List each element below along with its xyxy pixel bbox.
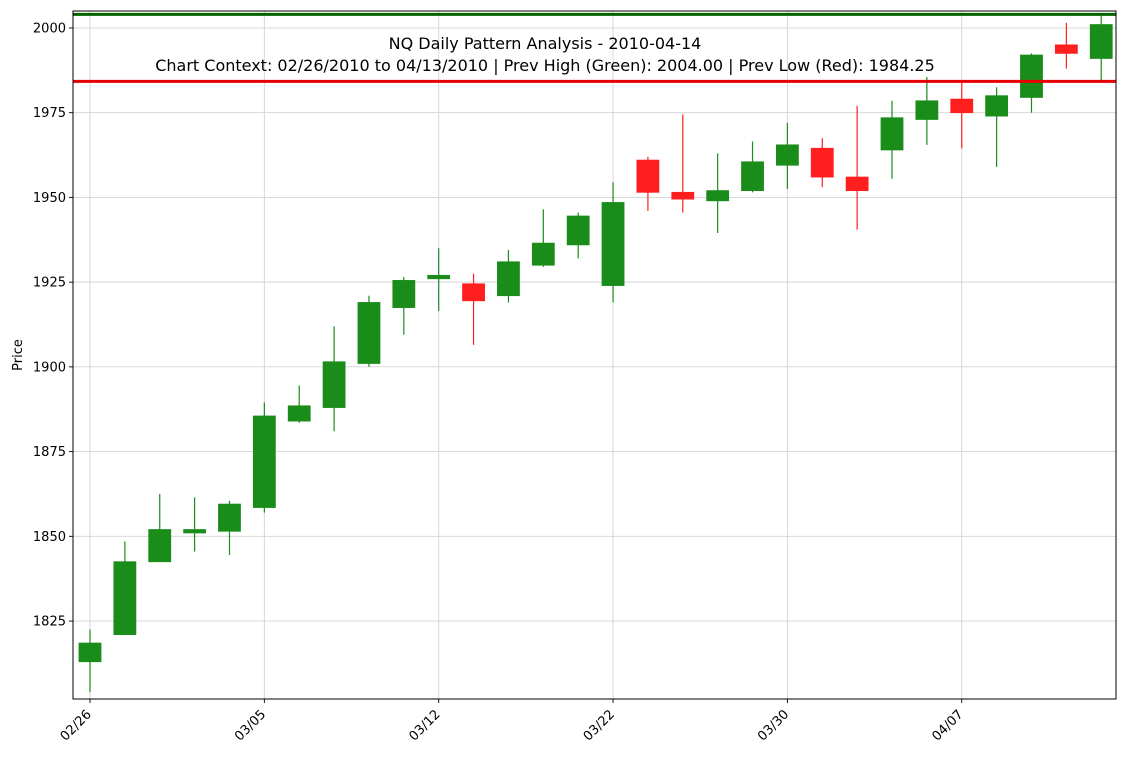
candle-down <box>671 114 695 213</box>
candle-body <box>392 280 416 308</box>
candle-up <box>776 122 799 189</box>
y-tick-label: 1850 <box>33 530 66 545</box>
candles <box>78 14 1113 693</box>
candle-up <box>497 249 520 303</box>
y-axis: 1825 1850 1875 1900 1925 1950 1975 2000 <box>33 21 73 630</box>
candle-body <box>78 642 102 663</box>
candle-up <box>183 497 207 552</box>
candle-up <box>915 77 939 145</box>
candle-up <box>218 500 241 555</box>
candle-up <box>706 153 730 233</box>
candle-up <box>357 295 381 367</box>
candle-body <box>741 161 764 192</box>
candle-body <box>950 98 974 114</box>
candle-down <box>845 105 869 230</box>
candle-body <box>880 117 904 151</box>
y-tick-label: 1950 <box>33 191 66 206</box>
candle-down <box>810 138 834 188</box>
candle-up <box>78 629 102 693</box>
candle-body <box>531 242 555 266</box>
chart-subtitle: Chart Context: 02/26/2010 to 04/13/2010 … <box>155 56 935 75</box>
candle-down <box>636 156 660 211</box>
candle-up <box>113 541 137 636</box>
y-axis-label: Price <box>11 339 26 371</box>
candle-body <box>601 202 625 286</box>
candle-down <box>1054 22 1078 69</box>
candle-up <box>287 385 311 423</box>
candle-body <box>636 159 660 193</box>
candle-up <box>392 277 416 335</box>
candle-body <box>357 302 381 364</box>
grid <box>73 11 1116 699</box>
candle-up <box>1089 14 1113 81</box>
candle-body <box>183 529 207 534</box>
candle-body <box>462 283 485 302</box>
candle-body <box>1020 54 1043 98</box>
y-tick-label: 1825 <box>33 615 66 630</box>
candle-up <box>1020 53 1043 113</box>
candle-body <box>1089 24 1113 59</box>
candle-up <box>880 100 904 179</box>
candle-up <box>531 209 555 267</box>
candle-body <box>252 415 276 508</box>
y-tick-label: 2000 <box>33 21 66 36</box>
candle-up <box>322 326 346 432</box>
reference-lines <box>73 12 1116 83</box>
y-tick-label: 1875 <box>33 445 66 460</box>
candle-body <box>985 95 1009 117</box>
candle-up <box>427 248 451 311</box>
plot-frame <box>72 10 1117 700</box>
candle-body <box>148 529 172 563</box>
candle-up <box>601 182 625 303</box>
candle-body <box>287 405 311 422</box>
candle-body <box>566 215 590 246</box>
y-tick-label: 1975 <box>33 106 66 121</box>
candle-down <box>462 273 485 345</box>
candle-body <box>671 191 695 200</box>
candle-body <box>915 100 939 120</box>
y-tick-label: 1900 <box>33 360 66 375</box>
candle-body <box>113 561 137 636</box>
candle-down <box>950 80 974 149</box>
candle-body <box>218 503 241 532</box>
candle-up <box>148 493 172 563</box>
candle-up <box>252 402 276 513</box>
candle-body <box>776 144 799 166</box>
candle-body <box>497 261 520 297</box>
candle-up <box>741 141 764 193</box>
candle-up <box>566 212 590 259</box>
candle-body <box>1054 44 1078 54</box>
candle-body <box>706 190 730 202</box>
candle-body <box>427 274 451 280</box>
y-tick-label: 1925 <box>33 276 66 291</box>
candle-body <box>810 147 834 178</box>
candle-body <box>322 361 346 408</box>
candle-body <box>845 176 869 192</box>
candle-up <box>985 87 1009 167</box>
chart-title: NQ Daily Pattern Analysis - 2010-04-14 <box>389 34 702 53</box>
